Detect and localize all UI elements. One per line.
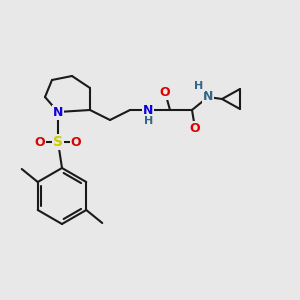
Text: O: O (71, 136, 81, 148)
Text: N: N (203, 91, 213, 103)
Text: O: O (160, 85, 170, 98)
Text: H: H (194, 81, 204, 91)
Text: N: N (53, 106, 63, 118)
Text: S: S (53, 135, 63, 149)
Text: O: O (35, 136, 45, 148)
Text: O: O (190, 122, 200, 134)
Text: H: H (144, 116, 154, 126)
Text: N: N (143, 103, 153, 116)
